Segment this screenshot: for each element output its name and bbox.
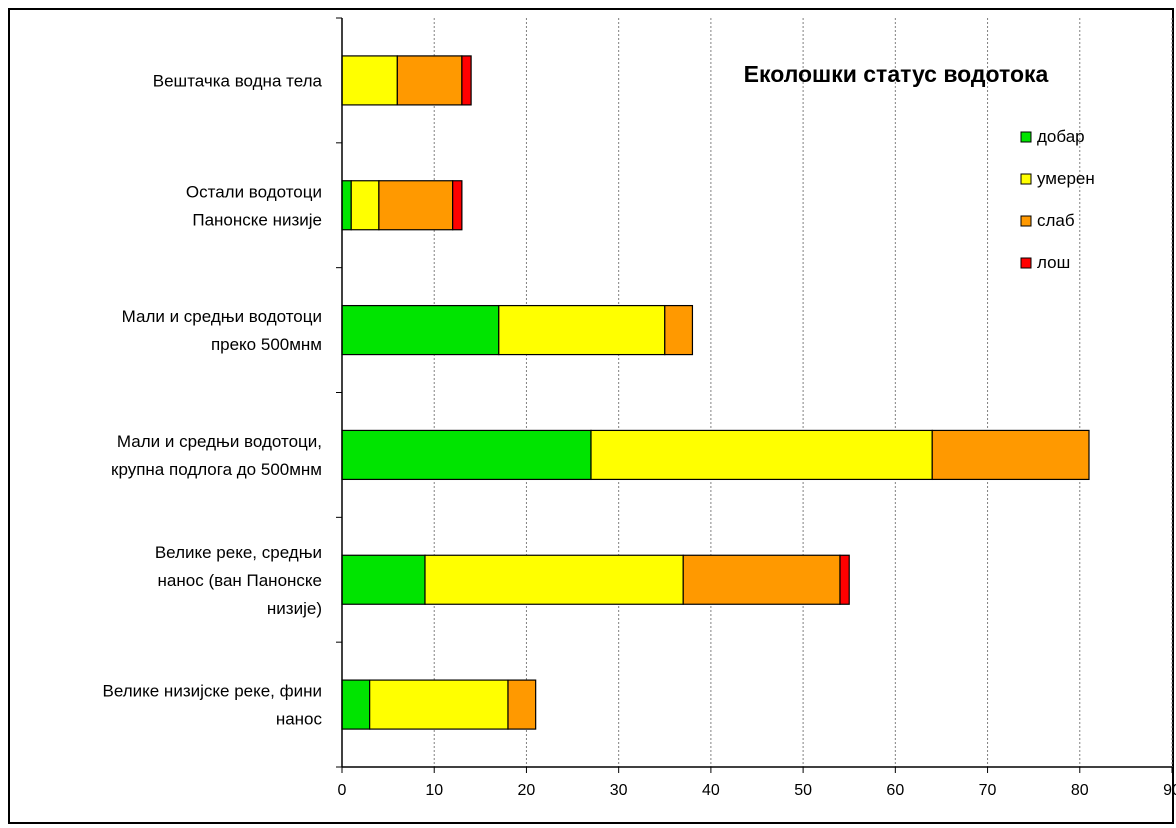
bar-segment-добар	[341, 304, 500, 356]
bar-segment-слаб	[931, 429, 1090, 481]
bar-segment-слаб	[507, 679, 537, 730]
labels: 0 10 20 30 40 50 60 70 80 90 Вештачка водна тела Ос…	[102, 71, 1176, 799]
x-tick-label: 90	[1163, 782, 1176, 799]
category-label: Велике низијске реке, фини	[102, 682, 322, 701]
category-label: Велике реке, средњи	[155, 543, 322, 562]
bar-segment-умерен	[350, 180, 380, 231]
bar-segment-умерен	[424, 554, 684, 605]
legend-swatch-умерен	[1020, 173, 1032, 185]
category-label: нанос (ван Панонске	[158, 571, 322, 590]
legend-swatch-лош	[1020, 257, 1032, 269]
legend-label: умерен	[1037, 169, 1095, 188]
x-tick-label: 40	[702, 782, 720, 799]
x-tick-label: 60	[886, 782, 904, 799]
x-tick-label: 0	[338, 782, 347, 799]
category-label: Панонске низије	[192, 210, 322, 229]
legend: добар умерен слаб лош	[1020, 127, 1095, 272]
x-tick-label: 70	[979, 782, 997, 799]
category-label: Вештачка водна тела	[153, 71, 323, 90]
legend-swatch-добар	[1020, 131, 1032, 143]
legend-label: слаб	[1037, 211, 1075, 230]
bar-segment-слаб	[682, 554, 841, 605]
category-label: преко 500мнм	[211, 335, 322, 354]
bar-segment-умерен	[341, 55, 398, 106]
bar-segment-лош	[839, 554, 850, 605]
bar-segment-добар	[341, 429, 592, 481]
category-label: низије)	[267, 599, 322, 618]
bar-segment-добар	[341, 554, 426, 605]
category-label: Мали и средњи водотоци	[122, 307, 322, 326]
category-label: нанос	[276, 710, 323, 729]
chart-title: Еколошки статус водотока	[744, 61, 1049, 87]
chart-frame	[8, 8, 1174, 824]
x-tick-label: 80	[1071, 782, 1089, 799]
axes	[336, 17, 1173, 773]
category-label: Мали и средњи водотоци,	[117, 432, 322, 451]
x-tick-label: 50	[794, 782, 812, 799]
bar-segment-умерен	[369, 679, 509, 730]
bar-segment-добар	[341, 180, 352, 231]
x-tick-label: 10	[425, 782, 443, 799]
grid-lines	[433, 18, 1173, 767]
bar-segment-лош	[461, 55, 472, 106]
bar-segment-слаб	[396, 55, 463, 106]
category-label: крупна подлога до 500мнм	[111, 460, 322, 479]
category-label: Остали водотоци	[186, 182, 322, 201]
bar-segment-добар	[341, 679, 371, 730]
legend-label: добар	[1037, 127, 1085, 146]
legend-swatch-слаб	[1020, 215, 1032, 227]
bar-segment-слаб	[378, 180, 454, 231]
x-tick-label: 30	[610, 782, 628, 799]
bar-segment-слаб	[664, 304, 694, 356]
bar-segment-умерен	[590, 429, 933, 481]
legend-label: лош	[1037, 253, 1070, 272]
x-tick-label: 20	[518, 782, 536, 799]
bars	[341, 55, 1090, 730]
bar-segment-умерен	[498, 304, 666, 356]
bar-segment-лош	[452, 180, 463, 231]
